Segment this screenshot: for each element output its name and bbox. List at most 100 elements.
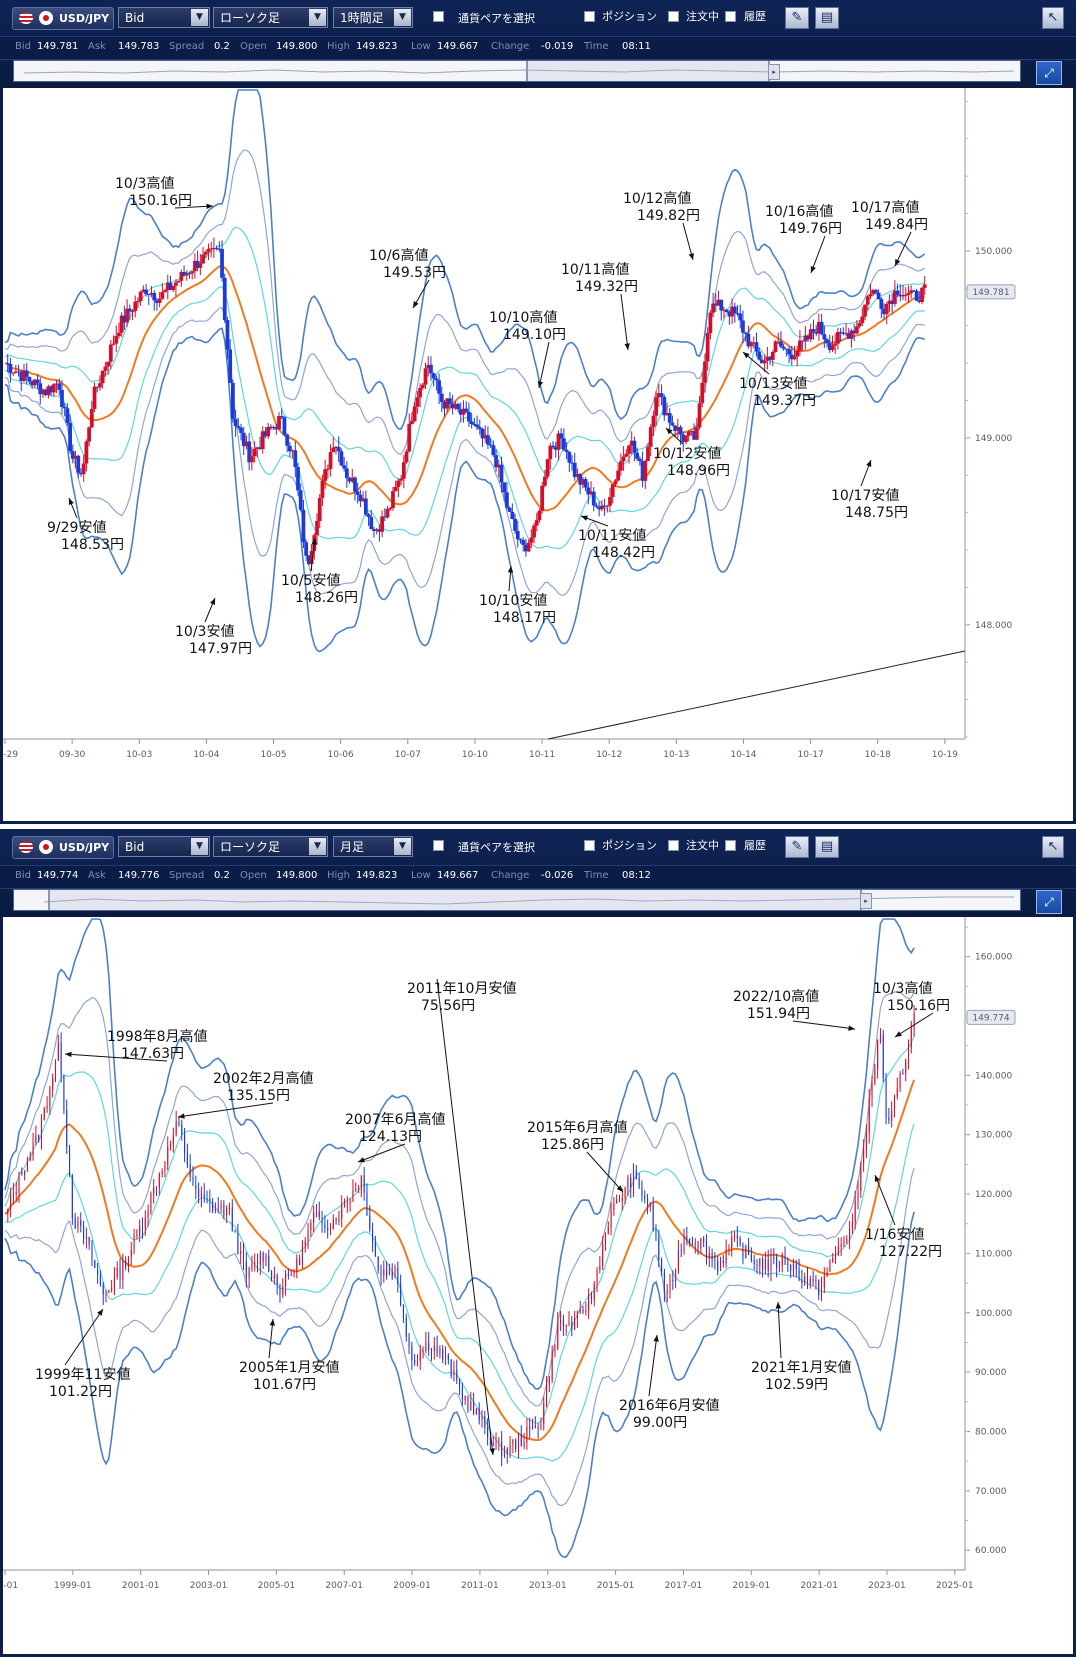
candle-body	[394, 1267, 396, 1278]
candle-body	[826, 1271, 828, 1277]
candle-body	[470, 1401, 472, 1411]
range-navigator[interactable]: ▸	[13, 889, 1021, 911]
candle-body	[5, 363, 10, 365]
y-tick-label: 149.000	[975, 434, 1012, 444]
candle-body	[456, 1369, 458, 1381]
navigator-handle-icon[interactable]: ▸	[768, 64, 780, 80]
pair-select-label[interactable]: 通貨ペアを選択	[458, 12, 535, 25]
candle-body	[825, 339, 829, 344]
pair-select-checkbox[interactable]	[433, 11, 444, 22]
history-checkbox[interactable]	[725, 11, 736, 22]
timeframe-select[interactable]: 月足 ▼	[333, 836, 413, 857]
position-checkbox[interactable]	[584, 11, 595, 22]
chart-toolbar: USD/JPY Bid ▼ ローソク足 ▼ 1時間足 ▼ 通貨ペアを選択 ポジシ…	[0, 0, 1076, 88]
candle-body	[108, 1290, 110, 1293]
navigator-selection[interactable]: ▸	[48, 890, 872, 910]
candle-body	[865, 296, 870, 305]
candle-body	[773, 1257, 775, 1259]
x-tick-label: 2011-01	[461, 1581, 499, 1591]
candle-body	[716, 299, 721, 306]
history-checkbox[interactable]	[725, 840, 736, 851]
settings-window-icon[interactable]: ▤	[815, 7, 839, 29]
candle-body	[99, 1274, 101, 1285]
candle-body	[621, 1198, 623, 1202]
price-chart[interactable]: 150.000 149.000 148.000 09-29 09-30 10-03 10-0…	[0, 88, 1076, 824]
candle-body	[852, 330, 857, 334]
annotation-value: 149.53円	[383, 265, 446, 281]
candle-body	[445, 398, 450, 409]
candle-body	[487, 1427, 489, 1437]
candle-body	[708, 1252, 710, 1258]
collapse-arrow-icon[interactable]: ↖	[1042, 836, 1064, 858]
annotation-arrowhead	[624, 343, 630, 350]
candle-body	[309, 550, 314, 565]
price-type-select[interactable]: Bid ▼	[118, 7, 210, 28]
change-value: -0.026	[541, 870, 574, 881]
order-checkbox[interactable]	[668, 840, 679, 851]
candle-body	[184, 1133, 186, 1153]
candle-body	[800, 340, 805, 342]
candle-body	[217, 248, 222, 250]
candle-body	[136, 1234, 138, 1236]
symbol-button[interactable]: USD/JPY	[12, 836, 114, 859]
annotation-arrowhead	[874, 1175, 880, 1182]
candle-body	[244, 441, 249, 447]
candle-body	[640, 460, 645, 481]
candle-body	[299, 1258, 301, 1265]
annotation-arrow	[874, 1174, 896, 1226]
candle-body	[374, 1242, 376, 1257]
collapse-arrow-icon[interactable]: ↖	[1042, 7, 1064, 29]
candle-body	[111, 343, 116, 345]
candle-body	[599, 505, 604, 510]
x-tick-label: 2019-01	[732, 1581, 770, 1591]
candle-body	[616, 470, 621, 481]
candle-body	[228, 349, 233, 383]
position-checkbox[interactable]	[584, 840, 595, 851]
expand-chart-icon[interactable]: ⤢	[1036, 890, 1062, 914]
candle-body	[767, 1259, 769, 1271]
price-type-select[interactable]: Bid ▼	[118, 836, 210, 857]
candle-body	[279, 416, 284, 418]
candle-body	[174, 282, 178, 286]
chart-style-select[interactable]: ローソク足 ▼	[213, 836, 328, 857]
price-chart[interactable]: 160.000150.000140.000130.000120.000110.0…	[0, 917, 1076, 1657]
us-flag-icon	[19, 841, 33, 853]
candle-body	[914, 290, 919, 301]
x-tick-label: 10-06	[328, 750, 354, 760]
settings-window-icon[interactable]: ▤	[815, 836, 839, 858]
candle-body	[116, 1268, 118, 1277]
navigator-handle-icon[interactable]: ▸	[860, 893, 872, 909]
symbol-button[interactable]: USD/JPY	[12, 7, 114, 30]
annotation-arrowhead	[581, 515, 588, 521]
candle-body	[512, 1440, 514, 1444]
draw-tool-icon[interactable]: ✎	[785, 7, 809, 29]
time-value: 08:11	[622, 41, 651, 52]
order-checkbox[interactable]	[668, 11, 679, 22]
chart-style-select[interactable]: ローソク足 ▼	[213, 7, 328, 28]
candle-body	[562, 438, 566, 450]
candle-body	[366, 514, 371, 518]
range-navigator[interactable]: ▸	[13, 60, 1021, 82]
candle-body	[751, 342, 756, 344]
quote-bar: Bid 149.781 Ask 149.783 Spread 0.2 Open …	[0, 36, 1076, 60]
candle-body	[477, 427, 482, 429]
annotation-arrowhead	[848, 1025, 855, 1031]
timeframe-select[interactable]: 1時間足 ▼	[333, 7, 413, 28]
x-tick-label: 2007-01	[325, 1581, 363, 1591]
navigator-selection[interactable]: ▸	[526, 61, 780, 81]
candle-body	[745, 1245, 747, 1259]
candle-body	[220, 248, 224, 278]
candle-body	[117, 332, 121, 337]
pair-select-label[interactable]: 通貨ペアを選択	[458, 841, 535, 854]
candle-body	[317, 497, 322, 522]
candle-body	[293, 1272, 295, 1276]
chevron-down-icon: ▼	[394, 9, 411, 26]
expand-chart-icon[interactable]: ⤢	[1036, 61, 1062, 85]
candle-body	[610, 1210, 612, 1228]
draw-tool-icon[interactable]: ✎	[785, 836, 809, 858]
pair-select-checkbox[interactable]	[433, 840, 444, 851]
candle-body	[450, 1359, 452, 1377]
candle-body	[46, 386, 51, 395]
candle-body	[95, 386, 100, 388]
candle-body	[843, 1241, 845, 1245]
